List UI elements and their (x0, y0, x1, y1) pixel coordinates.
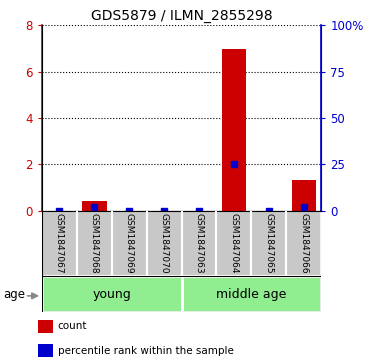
Bar (251, 211, 286, 276)
Bar (42, 211, 77, 276)
Point (266, 208, 272, 213)
Bar (147, 211, 181, 276)
Bar (77, 211, 112, 276)
Bar (38, 344, 53, 357)
Text: GSM1847070: GSM1847070 (160, 213, 169, 274)
Point (196, 208, 202, 213)
Point (161, 208, 167, 213)
Text: young: young (92, 287, 131, 301)
Title: GDS5879 / ILMN_2855298: GDS5879 / ILMN_2855298 (91, 9, 272, 23)
Bar (292, 180, 316, 211)
Text: age: age (4, 287, 26, 301)
Bar (181, 211, 216, 276)
Bar (181, 276, 321, 312)
Bar (286, 211, 321, 276)
Text: count: count (58, 321, 87, 331)
Bar (112, 211, 147, 276)
Text: GSM1847069: GSM1847069 (125, 213, 134, 274)
Bar (38, 319, 53, 333)
Bar (222, 49, 246, 211)
Point (57, 208, 62, 213)
Text: GSM1847067: GSM1847067 (55, 213, 64, 274)
Point (231, 161, 237, 167)
Text: GSM1847063: GSM1847063 (195, 213, 204, 274)
Text: GSM1847064: GSM1847064 (230, 213, 238, 273)
Text: middle age: middle age (216, 287, 287, 301)
Point (91, 204, 97, 210)
Text: GSM1847066: GSM1847066 (299, 213, 308, 274)
Text: GSM1847065: GSM1847065 (264, 213, 273, 274)
Text: percentile rank within the sample: percentile rank within the sample (58, 346, 234, 356)
Bar (82, 201, 107, 211)
Point (301, 204, 307, 210)
Point (126, 208, 132, 213)
Bar (216, 211, 251, 276)
Text: GSM1847068: GSM1847068 (90, 213, 99, 274)
Bar (42, 276, 181, 312)
